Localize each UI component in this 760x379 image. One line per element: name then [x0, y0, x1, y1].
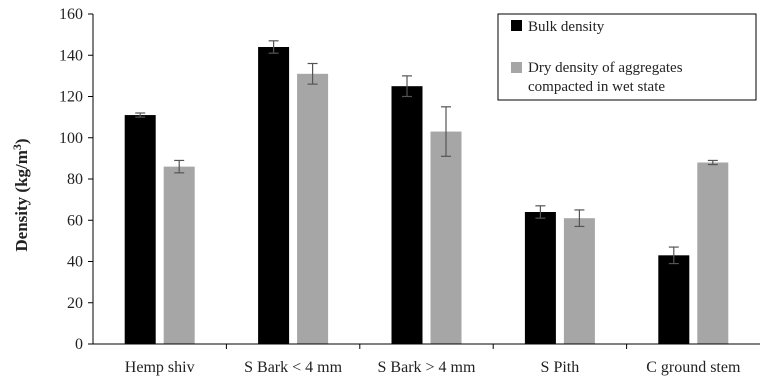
- x-axis: Hemp shiv S Bark < 4 mm S Bark > 4 mm S Pit…: [93, 343, 760, 376]
- y-tick-label: 100: [59, 130, 83, 147]
- y-tick-label: 160: [59, 6, 83, 23]
- y-axis-label-close: ): [12, 138, 31, 144]
- y-tick-label: 140: [59, 47, 83, 64]
- plot-area: [124, 40, 729, 344]
- bar-bulk-density: [258, 47, 290, 344]
- bar-dry-density: [697, 162, 729, 344]
- bar-dry-density: [297, 73, 329, 344]
- x-tick-label: S Bark > 4 mm: [378, 359, 476, 376]
- legend: Bulk density Dry density of aggregates com…: [497, 13, 757, 101]
- x-tick-label: S Pith: [541, 359, 580, 376]
- bar-bulk-density: [524, 212, 556, 344]
- legend-box: [497, 13, 757, 101]
- y-tick-label: 80: [67, 171, 83, 188]
- bar-bulk-density: [391, 86, 423, 344]
- y-axis-label: Density (kg/m3): [10, 138, 31, 251]
- bar-bulk-density: [124, 115, 156, 344]
- bar-bulk-density: [658, 255, 690, 344]
- bar-dry-density: [563, 218, 595, 344]
- y-tick-label: 0: [75, 336, 83, 353]
- x-tick-label: S Bark < 4 mm: [244, 359, 342, 376]
- legend-swatch-dry-density: [511, 62, 522, 73]
- y-axis: 0 20 40 60 80 100 120 140 160: [59, 6, 94, 353]
- legend-label-bulk-density: Bulk density: [528, 19, 605, 35]
- legend-swatch-bulk-density: [511, 20, 522, 31]
- bar-dry-density: [163, 166, 195, 344]
- legend-label-line: Dry density of aggregates: [528, 60, 683, 76]
- y-axis-label-main: Density (kg/m: [12, 150, 31, 252]
- x-tick-label: C ground stem: [646, 359, 741, 376]
- y-tick-label: 20: [67, 295, 83, 312]
- y-tick-label: 60: [67, 212, 83, 229]
- x-tick-label: Hemp shiv: [125, 359, 195, 376]
- bar-dry-density: [430, 131, 462, 344]
- y-tick-label: 120: [59, 89, 83, 106]
- y-tick-label: 40: [67, 254, 83, 271]
- y-axis-label-superscript: 3: [10, 144, 24, 150]
- legend-label-line: compacted in wet state: [528, 79, 665, 95]
- legend-label-dry-density: Dry density of aggregates compacted in we…: [528, 60, 683, 95]
